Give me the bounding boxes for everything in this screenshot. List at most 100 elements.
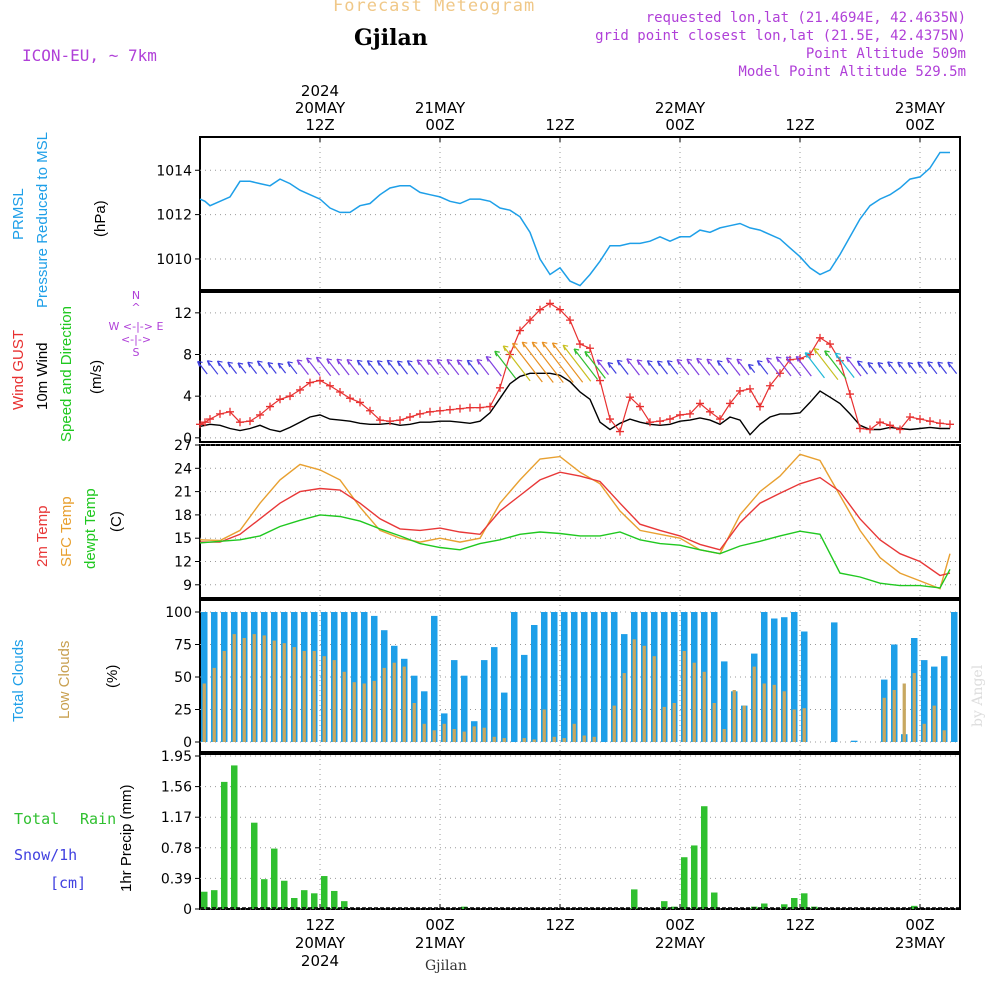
low-clouds-bar bbox=[332, 660, 336, 742]
low-clouds-bar bbox=[302, 651, 306, 742]
wind-gust-point bbox=[586, 344, 594, 353]
wind-direction-arrow bbox=[834, 352, 855, 379]
bottom-time-label: 20MAY bbox=[295, 934, 346, 952]
wind-direction-arrow bbox=[917, 361, 928, 375]
low-clouds-bar bbox=[262, 635, 266, 742]
low-clouds-bar bbox=[392, 662, 396, 742]
wind-direction-arrowhead bbox=[607, 362, 614, 368]
total-clouds-bar bbox=[491, 647, 498, 742]
wind-direction-arrowhead bbox=[775, 356, 782, 363]
ytick-label-pressure: 1010 bbox=[156, 252, 192, 268]
wind-direction-arrowhead bbox=[626, 358, 632, 365]
low-clouds-bar bbox=[422, 723, 426, 742]
low-clouds-bar bbox=[532, 739, 536, 742]
low-clouds-bar bbox=[902, 683, 906, 742]
chart-title: Forecast Meteogram bbox=[333, 0, 536, 16]
wind-direction-arrow bbox=[562, 344, 592, 382]
wind-direction-arrow bbox=[596, 359, 609, 376]
low-clouds-bar bbox=[222, 651, 226, 742]
wind-direction-arrow bbox=[296, 359, 309, 376]
wind-gust-point bbox=[526, 316, 534, 325]
wind-direction-arrow bbox=[267, 362, 277, 374]
ytick-label-pressure: 1012 bbox=[156, 208, 192, 224]
wind-direction-arrowhead bbox=[736, 358, 743, 365]
sfc-temp-line bbox=[199, 453, 951, 590]
precip-snow-label: Snow/1h bbox=[14, 846, 78, 864]
wind-gust-point bbox=[916, 415, 924, 424]
compass-south: S bbox=[133, 346, 140, 359]
total-clouds-bar bbox=[611, 612, 618, 742]
wind-gust-point bbox=[906, 413, 914, 421]
wind-direction-arrowhead bbox=[416, 359, 423, 366]
wind-gust-point bbox=[646, 418, 654, 427]
wind-gust-point bbox=[516, 326, 524, 335]
wind-direction-arrow bbox=[257, 360, 269, 375]
wind-direction-arrow bbox=[476, 359, 490, 376]
low-clouds-bar bbox=[352, 682, 356, 742]
rain-bar bbox=[781, 904, 788, 909]
wind-gust-point bbox=[936, 419, 944, 428]
wind-direction-arrow bbox=[824, 350, 847, 380]
wind-direction-arrowhead bbox=[326, 358, 332, 365]
wind-direction-arrowhead bbox=[502, 345, 509, 352]
low-clouds-bar bbox=[762, 683, 766, 742]
wind-direction-arrowhead bbox=[531, 341, 538, 348]
low-clouds-bar bbox=[282, 643, 286, 742]
wind-10m-line bbox=[199, 372, 950, 436]
wind-direction-arrow bbox=[686, 358, 700, 376]
wind-direction-arrowhead bbox=[456, 359, 463, 366]
wind-direction-arrowhead bbox=[237, 362, 244, 369]
low-clouds-bar bbox=[642, 645, 646, 742]
wind-gust-point bbox=[706, 407, 714, 416]
low-clouds-bar bbox=[612, 705, 616, 742]
wind-direction-arrowhead bbox=[336, 358, 343, 365]
bottom-time-label: 23MAY bbox=[895, 934, 946, 952]
wind-gust-point bbox=[286, 392, 294, 401]
total-clouds-bar bbox=[501, 692, 508, 742]
wind-gust-point bbox=[266, 402, 274, 411]
wind-direction-arrow bbox=[646, 360, 659, 375]
total-clouds-bar bbox=[761, 612, 768, 742]
wind-gust-point bbox=[476, 403, 484, 412]
wind-gust-point bbox=[546, 299, 554, 308]
wind-direction-arrow bbox=[607, 362, 617, 374]
low-clouds-bar bbox=[932, 705, 936, 742]
wind-direction-arrow bbox=[551, 342, 584, 383]
ytick-label-precip: 1.17 bbox=[161, 810, 192, 826]
ytick-label-clouds: 75 bbox=[174, 638, 192, 654]
wind-direction-arrow bbox=[626, 358, 640, 376]
total-clouds-bar bbox=[571, 612, 578, 742]
wind-direction-arrowhead bbox=[541, 341, 548, 348]
ytick-label-precip: 0 bbox=[183, 902, 192, 918]
wind-gust-point bbox=[676, 410, 684, 419]
wind-direction-arrow bbox=[315, 356, 332, 377]
wind-direction-arrowhead bbox=[584, 351, 590, 357]
total-clouds-bar bbox=[201, 612, 208, 742]
bottom-time-label: 00Z bbox=[425, 916, 454, 934]
wind-direction-arrowhead bbox=[227, 361, 233, 368]
compass-east-west: W <-|-> E bbox=[109, 320, 164, 333]
wind-gust-point bbox=[776, 369, 784, 378]
bottom-time-label: 00Z bbox=[905, 916, 934, 934]
wind-gust-point bbox=[296, 385, 304, 394]
top-time-label: 21MAY bbox=[415, 99, 466, 117]
bottom-time-label: 12Z bbox=[545, 916, 574, 934]
compass-north: N bbox=[132, 289, 140, 302]
wind-gust-point bbox=[656, 417, 664, 426]
wind-gust-point bbox=[406, 413, 414, 421]
wind-gust-point bbox=[746, 384, 754, 393]
low-clouds-bar bbox=[552, 736, 556, 742]
wind-gust-point bbox=[926, 417, 934, 426]
low-clouds-bar bbox=[272, 640, 276, 742]
rain-bar bbox=[211, 890, 218, 909]
low-clouds-bar bbox=[892, 690, 896, 742]
wind-gust-point bbox=[636, 402, 644, 411]
wind-direction-arrowhead bbox=[596, 359, 603, 366]
ytick-label-clouds: 0 bbox=[183, 735, 192, 751]
wind-direction-arrowhead bbox=[396, 360, 403, 367]
total-clouds-bar bbox=[671, 612, 678, 742]
wind-gust-point bbox=[846, 390, 854, 399]
low-clouds-bar bbox=[242, 638, 246, 742]
wind-gust-point bbox=[876, 418, 884, 427]
low-clouds-bar bbox=[692, 662, 696, 742]
